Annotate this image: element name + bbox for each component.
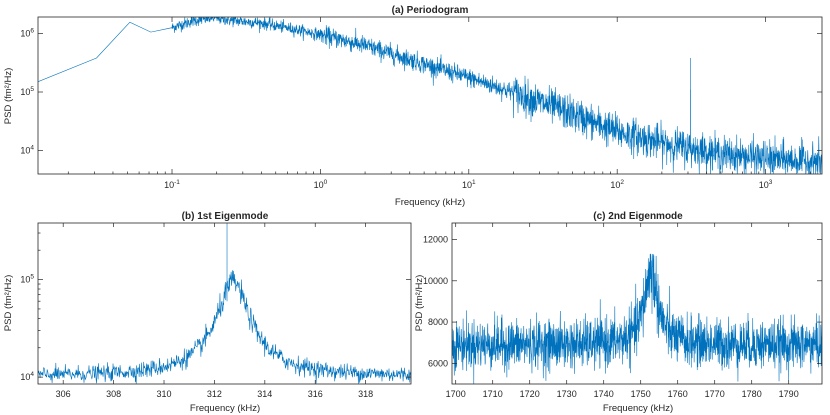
panel-b-xtick-label: 314 (257, 389, 272, 399)
panel-c-plot-area (452, 253, 822, 384)
panel-a-ytick-label: 104 (20, 145, 34, 156)
panel-a-plot-area (38, 17, 822, 174)
panel-c-x-label: Frequency (kHz) (603, 403, 673, 414)
panel-a-xtick-label: 101 (462, 179, 476, 190)
panel-b-ytick-label: 105 (20, 274, 34, 285)
panel-c-axes-box (451, 222, 823, 385)
panel-c-x-ticks: 1700 1710 1720 1730 1740 1750 1760 1770 1780 1790 (446, 223, 799, 399)
panel-a-ytick-label: 105 (20, 86, 34, 97)
panel-c-xtick-label: 1780 (742, 389, 762, 399)
panel-a-y-label: PSD (fm²/Hz) (3, 68, 14, 124)
panel-c-xtick-label: 1760 (668, 389, 688, 399)
panel-c-title: (c) 2nd Eigenmode (593, 211, 683, 222)
panel-b-title: (b) 1st Eigenmode (182, 211, 269, 222)
panel-c-xtick-label: 1720 (520, 389, 540, 399)
panel-b-xtick-label: 306 (56, 389, 71, 399)
panel-a-xtick-label: 103 (759, 179, 773, 190)
panel-a-periodogram: (a) Periodogram 10-1 100 101 102 103 1041051… (3, 5, 823, 208)
panel-a-xtick-label: 100 (314, 179, 328, 190)
panel-b-y-ticks: 104 105 (20, 232, 411, 382)
panel-c-xtick-label: 1770 (705, 389, 725, 399)
panel-a-xtick-label: 102 (610, 179, 624, 190)
panel-a-xtick-label: 10-1 (164, 179, 180, 190)
panel-c-ytick-label: 10000 (423, 276, 448, 286)
panel-b-xtick-label: 312 (207, 389, 222, 399)
panel-c-xtick-label: 1790 (779, 389, 799, 399)
panel-b-xtick-label: 310 (156, 389, 171, 399)
panel-b-plot-area (38, 223, 411, 384)
panel-c-xtick-label: 1730 (557, 389, 577, 399)
panel-b-y-label: PSD (fm²/Hz) (3, 275, 14, 331)
panel-c-xtick-label: 1740 (594, 389, 614, 399)
panel-c-second-eigenmode: (c) 2nd Eigenmode 1700 1710 1720 1730 1740 17… (414, 211, 823, 414)
panel-a-title: (a) Periodogram (392, 5, 469, 16)
panel-b-xtick-label: 308 (106, 389, 121, 399)
panel-a-axes-box (37, 16, 823, 175)
panel-a-y-ticks: 104 105 106 (20, 27, 822, 156)
panel-b-psd-trace (38, 270, 411, 384)
panel-c-ytick-label: 6000 (428, 358, 448, 368)
panel-a-psd-trace (38, 17, 822, 174)
panel-a-x-ticks: 10-1 100 101 102 103 (67, 17, 811, 190)
panel-c-xtick-label: 1710 (483, 389, 503, 399)
panel-b-xtick-label: 316 (308, 389, 323, 399)
panel-c-ytick-label: 12000 (423, 235, 448, 245)
panel-b-first-eigenmode: (b) 1st Eigenmode 306 308 310 312 314 316 318 … (3, 211, 412, 414)
panel-b-x-ticks: 306 308 310 312 314 316 318 (56, 223, 373, 399)
panel-c-xtick-label: 1700 (446, 389, 466, 399)
panel-b-ytick-label: 104 (20, 371, 34, 382)
panel-b-xtick-label: 318 (358, 389, 373, 399)
panel-c-psd-trace (452, 253, 822, 384)
panel-c-xtick-label: 1750 (631, 389, 651, 399)
panel-c-y-ticks: 6000 8000 10000 12000 (423, 235, 822, 368)
panel-c-ytick-label: 8000 (428, 317, 448, 327)
panel-a-x-label: Frequency (kHz) (395, 197, 465, 208)
panel-b-axes-box (37, 222, 412, 385)
panel-a-ytick-label: 106 (20, 27, 34, 38)
panel-b-x-label: Frequency (kHz) (190, 403, 260, 414)
panel-c-y-label: PSD (fm²/Hz) (414, 275, 425, 331)
